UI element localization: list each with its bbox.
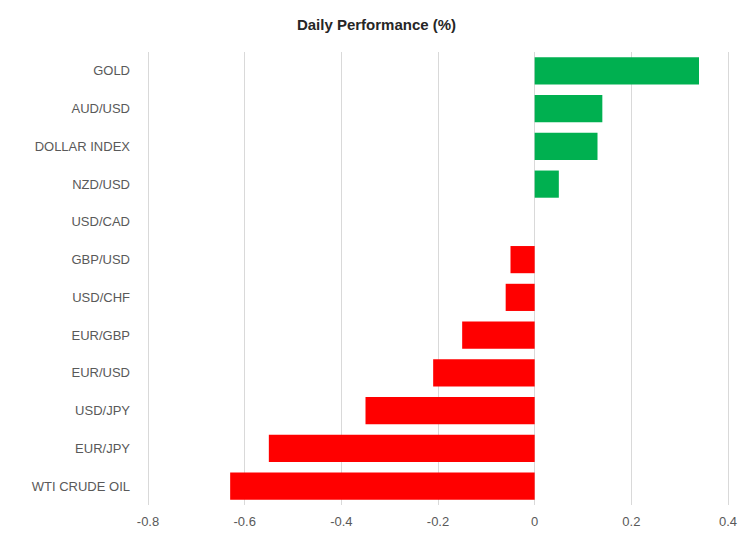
- svg-text:-0.8: -0.8: [137, 514, 159, 529]
- svg-text:-0.6: -0.6: [233, 514, 255, 529]
- svg-text:GOLD: GOLD: [93, 63, 130, 78]
- svg-text:-0.2: -0.2: [427, 514, 449, 529]
- svg-text:USD/JPY: USD/JPY: [75, 403, 130, 418]
- svg-text:DOLLAR INDEX: DOLLAR INDEX: [35, 139, 131, 154]
- svg-text:0: 0: [531, 514, 538, 529]
- svg-text:AUD/USD: AUD/USD: [71, 101, 130, 116]
- svg-text:-0.4: -0.4: [330, 514, 352, 529]
- svg-text:WTI CRUDE OIL: WTI CRUDE OIL: [32, 479, 130, 494]
- svg-text:EUR/USD: EUR/USD: [71, 365, 130, 380]
- svg-text:USD/CHF: USD/CHF: [72, 290, 130, 305]
- svg-text:0.4: 0.4: [719, 514, 737, 529]
- svg-text:0.2: 0.2: [622, 514, 640, 529]
- svg-text:EUR/JPY: EUR/JPY: [75, 441, 130, 456]
- svg-text:NZD/USD: NZD/USD: [72, 177, 130, 192]
- svg-text:EUR/GBP: EUR/GBP: [71, 328, 130, 343]
- svg-text:USD/CAD: USD/CAD: [71, 214, 130, 229]
- svg-text:GBP/USD: GBP/USD: [71, 252, 130, 267]
- svg-text:Daily Performance (%): Daily Performance (%): [297, 16, 456, 33]
